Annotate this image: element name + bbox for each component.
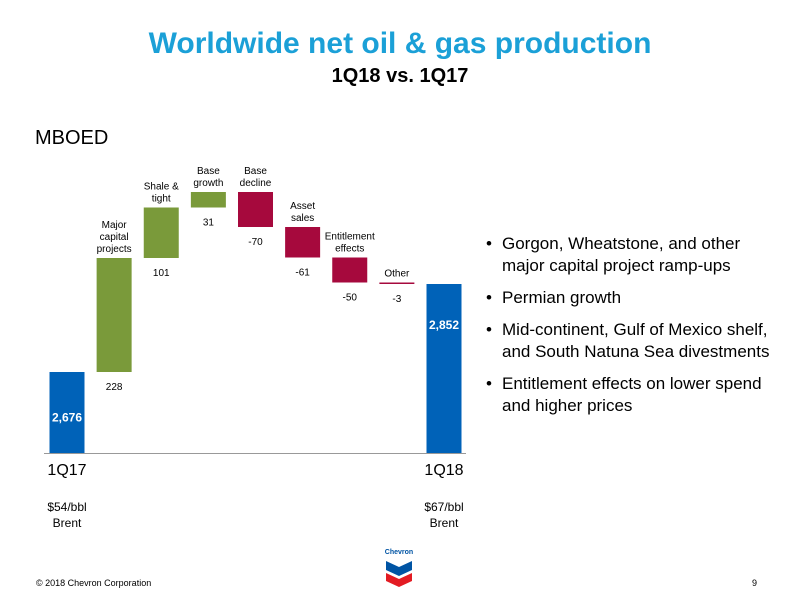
waterfall-bar	[332, 257, 368, 283]
chevron-emblem-icon	[386, 561, 412, 587]
category-label: capital	[100, 232, 129, 243]
category-label: growth	[193, 178, 223, 189]
category-label: Base	[197, 166, 220, 177]
waterfall-bar	[96, 258, 132, 372]
bar-value-label: 228	[106, 382, 123, 393]
bar-value-label: -70	[248, 237, 263, 248]
category-label: Base	[244, 166, 267, 177]
waterfall-bar	[285, 227, 321, 258]
category-label: decline	[240, 178, 272, 189]
bullet-item: Mid-continent, Gulf of Mexico shelf, and…	[486, 319, 786, 363]
bar-value-label: -3	[392, 294, 401, 305]
price-note: Brent	[430, 516, 459, 530]
axis-label: 1Q18	[424, 462, 463, 479]
waterfall-bar	[143, 207, 179, 258]
waterfall-bar	[238, 192, 273, 227]
waterfall-bar	[379, 282, 415, 284]
category-label: Other	[384, 269, 410, 280]
logo-wordmark: Chevron	[384, 549, 414, 556]
slide-title: Worldwide net oil & gas production	[148, 27, 652, 60]
category-label: tight	[152, 194, 171, 205]
bullet-item: Entitlement effects on lower spend and h…	[486, 373, 786, 417]
bullet-item: Gorgon, Wheatstone, and other major capi…	[486, 233, 786, 277]
category-label: sales	[291, 213, 314, 224]
bar-value-label: 2,676	[52, 411, 82, 425]
price-note: $54/bbl	[47, 500, 86, 514]
category-label: Entitlement	[325, 232, 375, 243]
category-label: effects	[335, 244, 364, 255]
chevron-logo: Chevron	[378, 548, 420, 590]
waterfall-chart: 2,676 1Q17 $54/bbl Brent 228 Majorcapitalproj…	[44, 166, 466, 530]
bar-value-label: -61	[295, 268, 310, 279]
category-label: Shale &	[144, 182, 179, 193]
category-label: Asset	[290, 201, 315, 212]
slide-subtitle: 1Q18 vs. 1Q17	[331, 65, 469, 87]
bar-value-label: -50	[343, 293, 358, 304]
category-label: projects	[97, 244, 132, 255]
bar-value-label: 2,852	[429, 318, 459, 332]
page-number: 9	[752, 578, 758, 588]
waterfall-bar	[49, 372, 85, 453]
bullet-list: Gorgon, Wheatstone, and other major capi…	[486, 233, 786, 427]
bullet-item: Permian growth	[486, 287, 786, 309]
waterfall-bar	[190, 192, 226, 208]
price-note: Brent	[53, 516, 82, 530]
copyright-footer: © 2018 Chevron Corporation	[36, 578, 152, 588]
price-note: $67/bbl	[424, 500, 463, 514]
category-label: Major	[102, 220, 128, 231]
unit-label: MBOED	[35, 127, 109, 149]
axis-label: 1Q17	[47, 462, 86, 479]
waterfall-bar	[426, 284, 462, 453]
bar-value-label: 31	[203, 218, 215, 229]
bar-value-label: 101	[153, 268, 170, 279]
